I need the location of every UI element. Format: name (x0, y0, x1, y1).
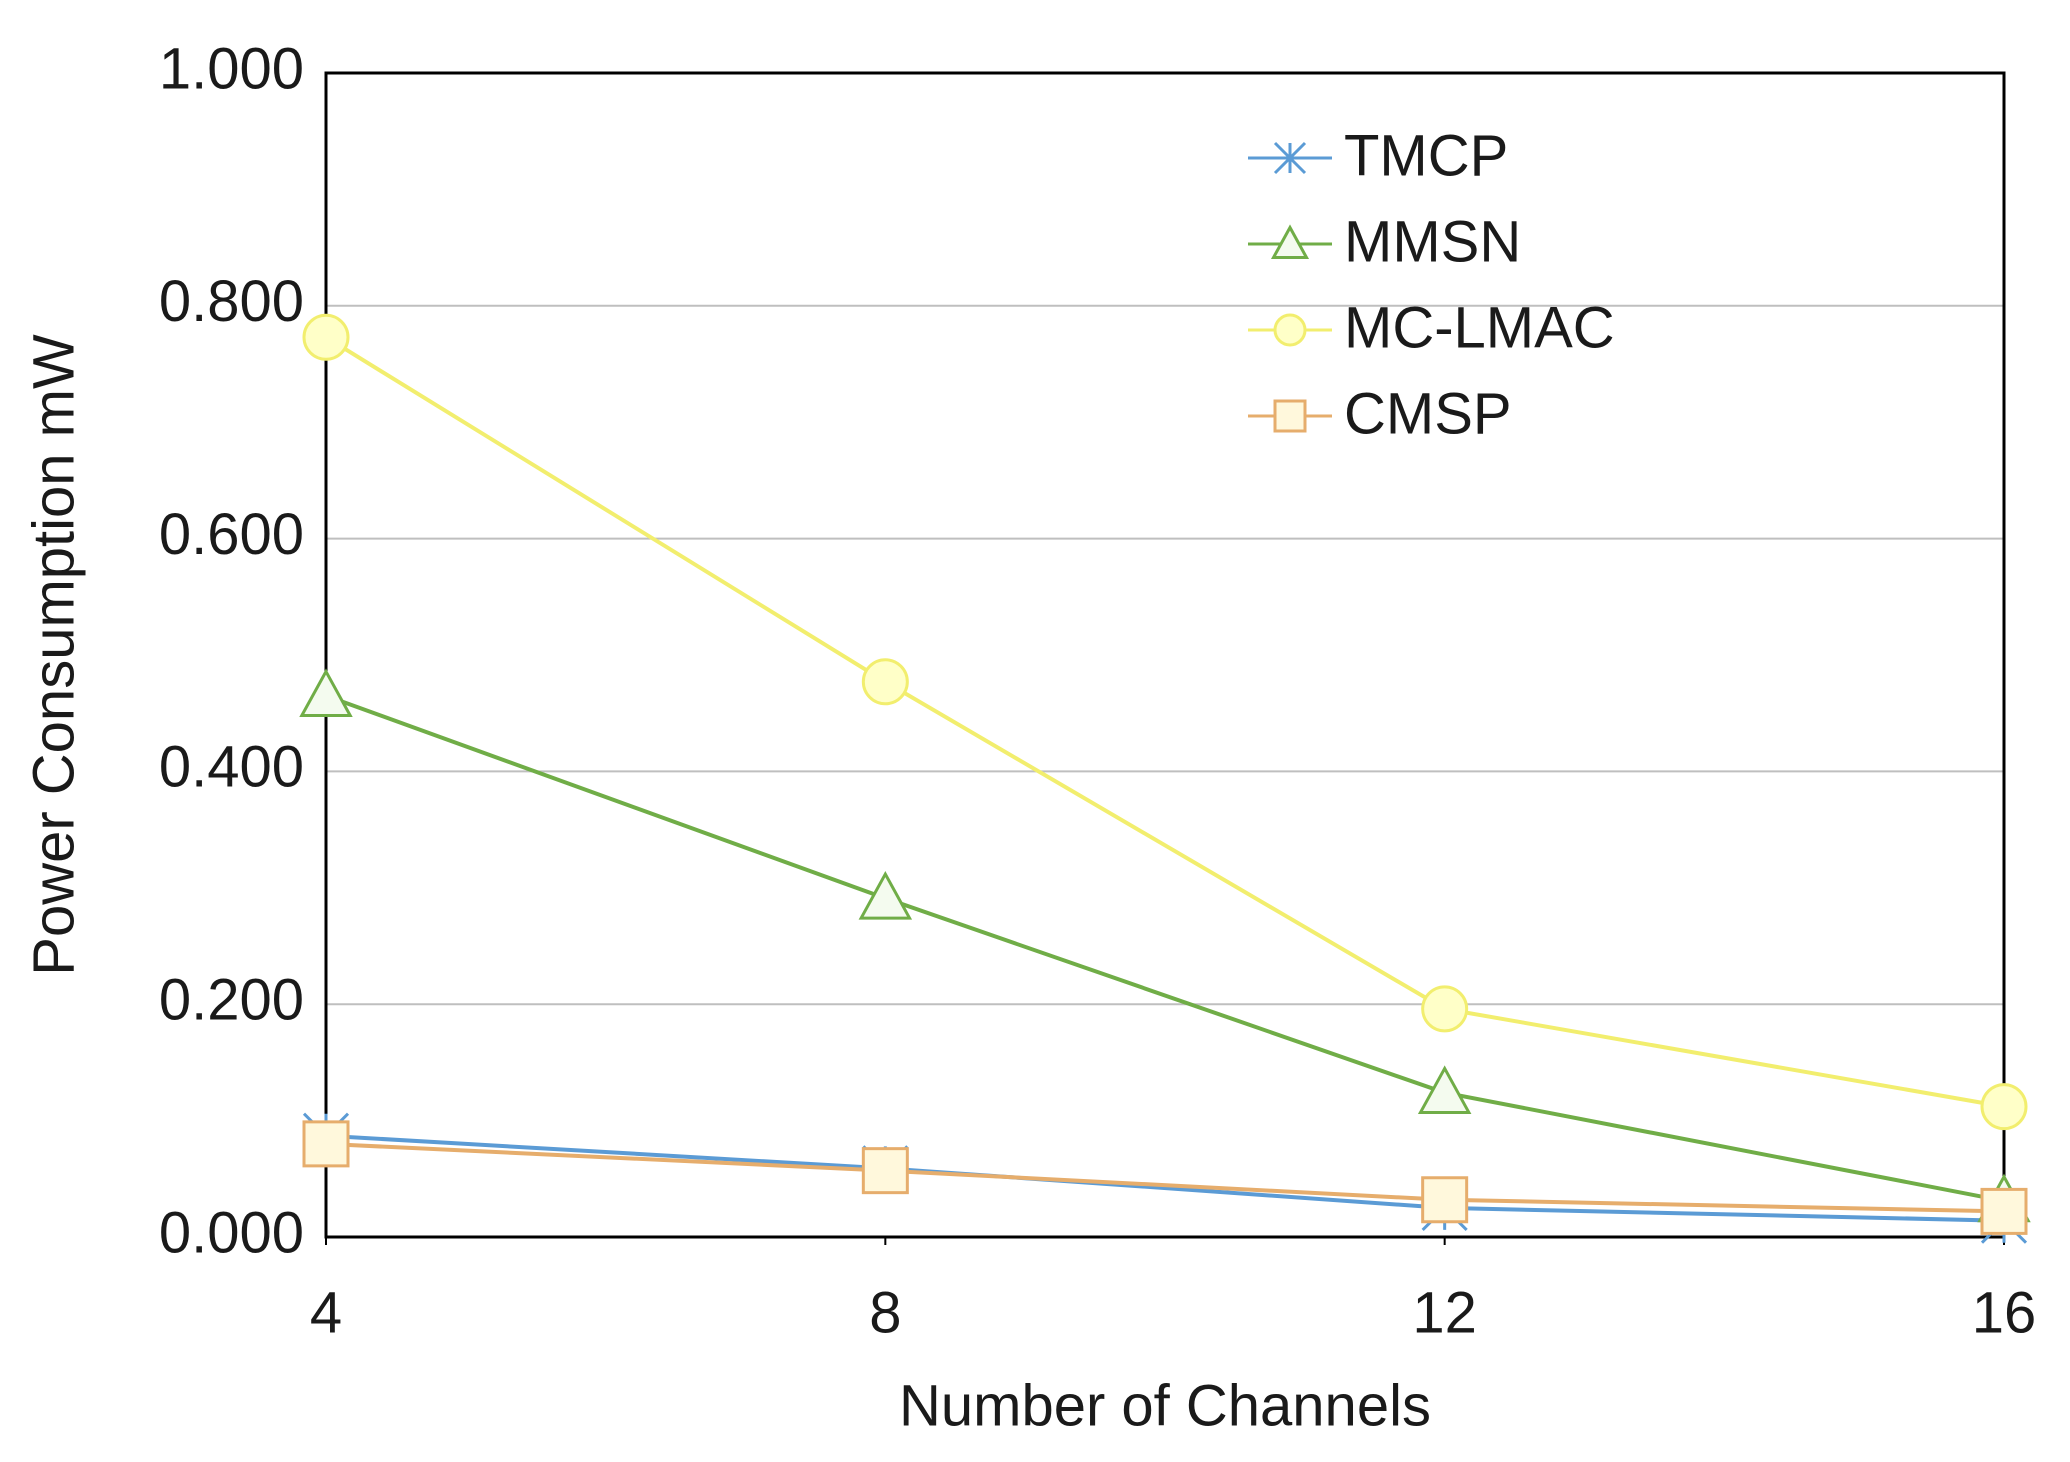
marker (302, 313, 350, 361)
x-tick-label: 8 (869, 1280, 901, 1345)
marker (1980, 1083, 2028, 1131)
marker (1270, 224, 1310, 259)
marker (1273, 399, 1307, 433)
x-tick-label: 12 (1412, 1280, 1477, 1345)
y-tick-label: 0.800 (159, 269, 304, 334)
marker (861, 658, 909, 706)
series-line (325, 1141, 2005, 1214)
marker (1421, 1176, 1469, 1224)
legend-label: MC-LMAC (1344, 295, 1615, 360)
x-axis-title: Number of Channels (899, 1373, 1431, 1438)
marker (299, 668, 353, 718)
y-tick-label: 0.200 (159, 968, 304, 1033)
marker (1421, 985, 1469, 1033)
legend-label: MMSN (1344, 209, 1521, 274)
series-line (325, 693, 2005, 1203)
marker (858, 870, 913, 920)
y-tick-label: 0.000 (159, 1200, 304, 1265)
y-tick-label: 0.400 (159, 735, 304, 800)
x-tick-label: 4 (310, 1280, 342, 1345)
series-line (325, 1133, 2005, 1223)
legend-label: CMSP (1344, 381, 1512, 446)
marker (1273, 313, 1307, 347)
plot-border (324, 71, 2006, 1239)
marker (302, 1120, 350, 1168)
y-tick-label: 1.000 (159, 36, 304, 101)
marker (1417, 1065, 1472, 1114)
x-tick-label: 16 (1972, 1280, 2037, 1345)
y-axis-title: Power Consumption mW (21, 334, 86, 976)
legend-label: TMCP (1344, 123, 1508, 188)
marker (861, 1147, 909, 1195)
marker (1273, 141, 1307, 175)
marker (1980, 1187, 2028, 1235)
series-line (324, 335, 2005, 1109)
y-tick-label: 0.600 (159, 502, 304, 567)
